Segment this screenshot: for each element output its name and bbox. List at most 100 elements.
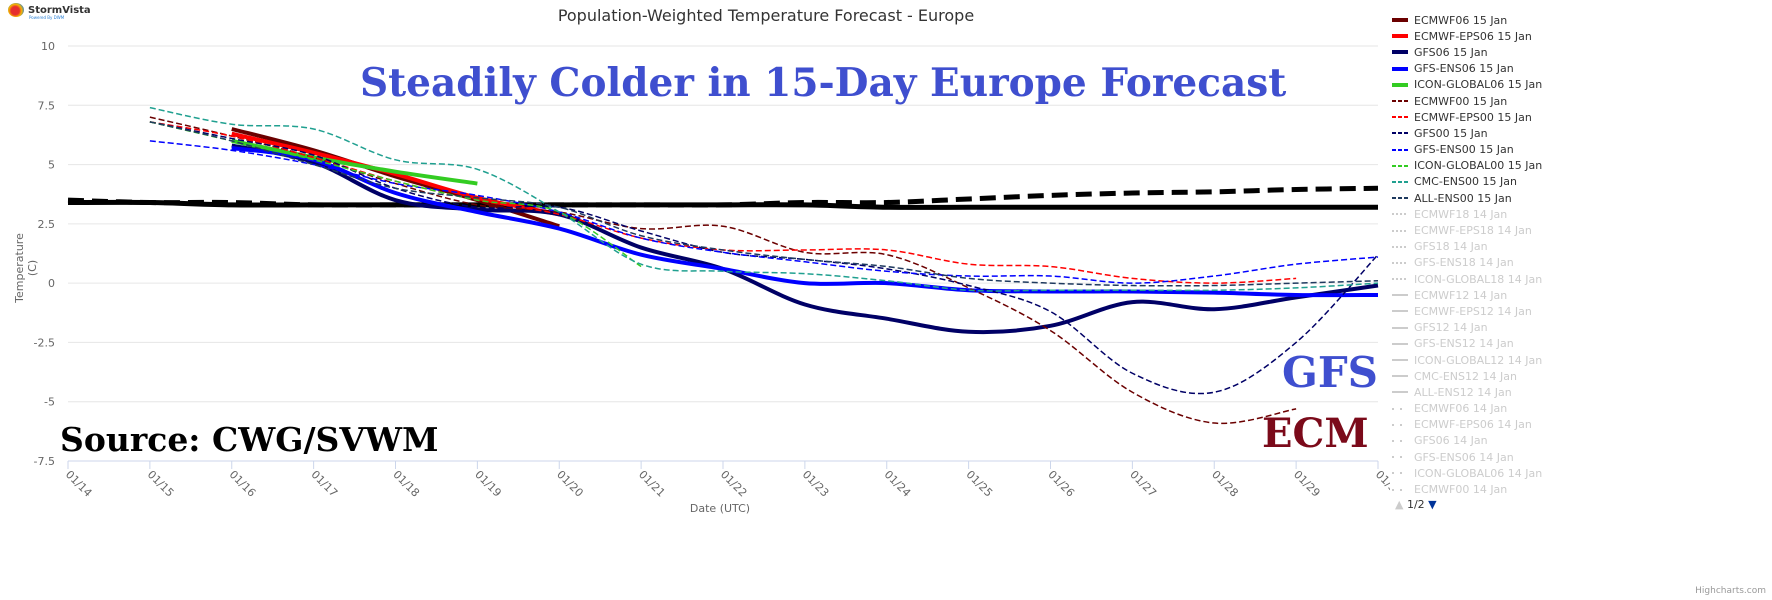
legend-item[interactable]: ECMWF00 14 Jan — [1392, 481, 1542, 497]
legend-item[interactable]: ECMWF06 14 Jan — [1392, 401, 1542, 417]
x-tick-label: 01/14 — [63, 468, 95, 500]
x-tick-label: 01/21 — [636, 468, 668, 500]
x-tick-label: 01/28 — [1209, 468, 1241, 500]
x-tick-label: 01/30 — [1373, 468, 1390, 500]
series-line-gfs-ens00-15-jan — [149, 140, 1379, 284]
legend-symbol-icon — [1392, 229, 1408, 232]
legend-item-label: ECMWF00 15 Jan — [1414, 94, 1508, 108]
stormvista-logo-icon — [8, 3, 24, 17]
legend-item-label: ECMWF06 14 Jan — [1414, 402, 1508, 416]
headline-annotation: Steadily Colder in 15-Day Europe Forecas… — [360, 60, 1287, 106]
x-tick-label: 01/25 — [964, 468, 996, 500]
legend-item[interactable]: GFS-ENS12 14 Jan — [1392, 336, 1542, 352]
chart-title: Population-Weighted Temperature Forecast… — [557, 6, 975, 25]
legend-item-label: ECMWF18 14 Jan — [1414, 207, 1508, 221]
legend-item[interactable]: ECMWF-EPS12 14 Jan — [1392, 303, 1542, 319]
legend-symbol-icon — [1392, 456, 1408, 459]
legend-item-label: ECMWF-EPS06 14 Jan — [1414, 418, 1532, 432]
legend-symbol-icon — [1392, 213, 1408, 216]
legend-item[interactable]: ICON-GLOBAL18 14 Jan — [1392, 271, 1542, 287]
legend-item-label: ECMWF-EPS00 15 Jan — [1414, 110, 1532, 124]
legend-symbol-icon — [1392, 82, 1408, 87]
legend-symbol-icon — [1392, 359, 1408, 362]
legend-item-label: ICON-GLOBAL18 14 Jan — [1414, 272, 1543, 286]
legend-item[interactable]: GFS12 14 Jan — [1392, 320, 1542, 336]
legend-item[interactable]: GFS-ENS06 15 Jan — [1392, 61, 1542, 77]
legend-item[interactable]: ICON-GLOBAL06 14 Jan — [1392, 465, 1542, 481]
x-tick-label: 01/24 — [882, 468, 914, 500]
x-tick-label: 01/15 — [145, 468, 177, 500]
legend-item[interactable]: ECMWF12 14 Jan — [1392, 287, 1542, 303]
legend-symbol-icon — [1392, 164, 1408, 167]
legend-symbol-icon — [1392, 100, 1408, 103]
series-line-gfs00-15-jan — [149, 121, 1379, 395]
legend-symbol-icon — [1392, 472, 1408, 475]
legend-item[interactable]: GFS06 15 Jan — [1392, 44, 1542, 60]
legend-item-label: ICON-GLOBAL06 14 Jan — [1414, 466, 1543, 480]
legend-item[interactable]: ECMWF18 14 Jan — [1392, 206, 1542, 222]
legend-item[interactable]: GFS00 15 Jan — [1392, 125, 1542, 141]
y-tick-label: 5 — [48, 159, 55, 172]
legend-symbol-icon — [1392, 197, 1408, 200]
legend-item-label: ECMWF00 14 Jan — [1414, 483, 1508, 497]
series-line-ecmwf00-15-jan — [149, 116, 1297, 425]
legend-symbol-icon — [1392, 407, 1408, 410]
legend-item[interactable]: ALL-ENS12 14 Jan — [1392, 384, 1542, 400]
legend-item[interactable]: GFS18 14 Jan — [1392, 239, 1542, 255]
legend-item[interactable]: ECMWF-EPS00 15 Jan — [1392, 109, 1542, 125]
legend-item[interactable]: ECMWF-EPS06 15 Jan — [1392, 28, 1542, 44]
legend-item-label: ECMWF12 14 Jan — [1414, 288, 1508, 302]
legend-item-label: GFS-ENS12 14 Jan — [1414, 337, 1514, 351]
y-axis-title: Temperature (C) — [13, 233, 39, 303]
legend-item[interactable]: GFS-ENS18 14 Jan — [1392, 255, 1542, 271]
legend-item[interactable]: GFS06 14 Jan — [1392, 433, 1542, 449]
legend-item[interactable]: ECMWF00 15 Jan — [1392, 93, 1542, 109]
legend-item-label: ECMWF-EPS06 15 Jan — [1414, 29, 1532, 43]
legend-item-label: GFS12 14 Jan — [1414, 321, 1488, 335]
gfs-annotation: GFS — [1282, 348, 1379, 397]
x-tick-label: 01/16 — [227, 468, 259, 500]
legend-item[interactable]: ICON-GLOBAL00 15 Jan — [1392, 158, 1542, 174]
legend-item[interactable]: CMC-ENS12 14 Jan — [1392, 368, 1542, 384]
legend-item-label: ECMWF-EPS12 14 Jan — [1414, 304, 1532, 318]
series-line-cmc-ens00-15-jan — [149, 106, 1379, 292]
legend-item-label: ECMWF-EPS18 14 Jan — [1414, 224, 1532, 238]
series-line-all-ens00-15-jan — [149, 121, 1379, 287]
highcharts-credits[interactable]: Highcharts.com — [1695, 586, 1766, 596]
legend-item[interactable]: ALL-ENS00 15 Jan — [1392, 190, 1542, 206]
legend-item-label: ICON-GLOBAL12 14 Jan — [1414, 353, 1543, 367]
x-tick-label: 01/20 — [554, 468, 586, 500]
stormvista-logo[interactable]: StormVista Powered By DWM — [8, 3, 91, 20]
legend-item-label: GFS06 15 Jan — [1414, 45, 1488, 59]
source-annotation: Source: CWG/SVWM — [60, 420, 439, 459]
legend-symbol-icon — [1392, 423, 1408, 426]
legend-symbol-icon — [1392, 116, 1408, 119]
legend-item-label: ALL-ENS12 14 Jan — [1414, 385, 1512, 399]
legend-item-label: GFS-ENS06 15 Jan — [1414, 62, 1514, 76]
chart-plot: 10 7.5 5 2.5 0 -2.5 -5 -7.5 01/14 01/15 01/16 01/17… — [34, 40, 1390, 500]
legend-item[interactable]: GFS-ENS00 15 Jan — [1392, 142, 1542, 158]
legend-item[interactable]: ICON-GLOBAL12 14 Jan — [1392, 352, 1542, 368]
legend-page-up-icon[interactable]: ▲ — [1395, 498, 1404, 511]
legend-page-indicator: 1/2 — [1406, 498, 1425, 511]
legend-item[interactable]: ECMWF-EPS06 14 Jan — [1392, 417, 1542, 433]
legend-item[interactable]: ECMWF-EPS18 14 Jan — [1392, 222, 1542, 238]
x-tick-label: 01/18 — [390, 468, 422, 500]
legend-symbol-icon — [1392, 66, 1408, 71]
legend-symbol-icon — [1392, 50, 1408, 55]
legend-item-label: ECMWF06 15 Jan — [1414, 13, 1508, 27]
legend-symbol-icon — [1392, 34, 1408, 39]
legend-item-label: CMC-ENS12 14 Jan — [1414, 369, 1517, 383]
legend-item[interactable]: CMC-ENS00 15 Jan — [1392, 174, 1542, 190]
y-tick-label: 7.5 — [38, 99, 56, 112]
legend-item-label: GFS-ENS18 14 Jan — [1414, 256, 1514, 270]
legend-item[interactable]: ECMWF06 15 Jan — [1392, 12, 1542, 28]
legend-symbol-icon — [1392, 245, 1408, 248]
legend-item[interactable]: ICON-GLOBAL06 15 Jan — [1392, 77, 1542, 93]
legend-item-label: ICON-GLOBAL06 15 Jan — [1414, 78, 1543, 92]
y-tick-label: 0 — [48, 277, 55, 290]
legend-page-down-icon[interactable]: ▼ — [1428, 498, 1437, 511]
legend-pager: ▲ 1/2 ▼ — [1395, 498, 1437, 511]
legend-item[interactable]: GFS-ENS06 14 Jan — [1392, 449, 1542, 465]
ecm-annotation: ECM — [1262, 410, 1369, 457]
